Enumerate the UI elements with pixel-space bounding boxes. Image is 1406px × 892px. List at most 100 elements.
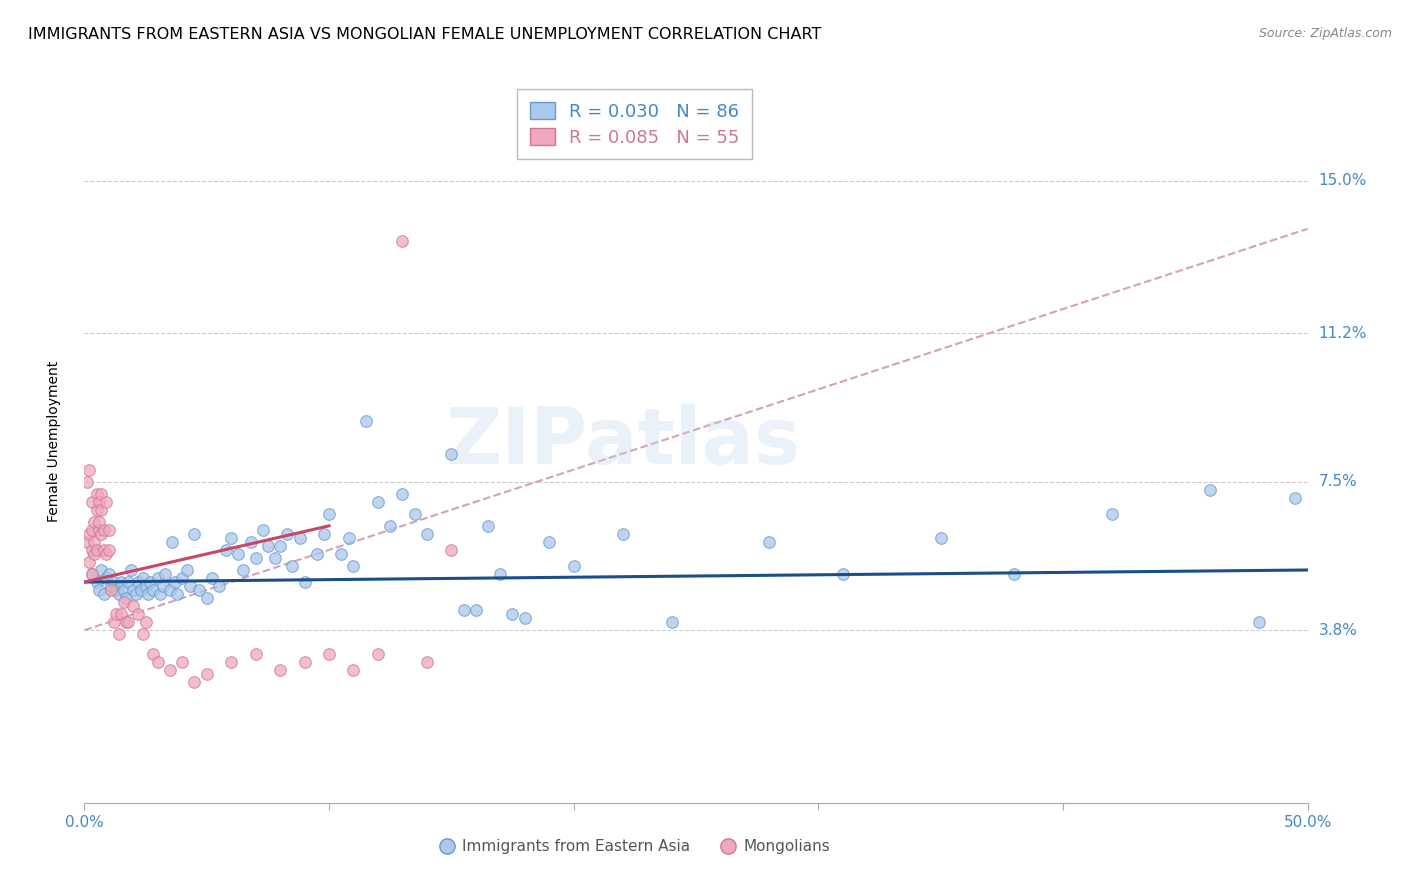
Point: [440, 446, 463, 460]
Point: [76, 534, 98, 549]
Point: [252, 523, 274, 537]
Point: [367, 648, 389, 662]
Point: [77, 462, 100, 476]
Point: [538, 534, 561, 549]
Point: [105, 583, 128, 598]
Point: [103, 615, 125, 630]
Point: [146, 571, 169, 585]
Point: [110, 607, 132, 621]
Point: [153, 567, 176, 582]
Point: [97, 523, 120, 537]
Point: [245, 551, 267, 566]
Point: [105, 607, 128, 621]
Point: [269, 539, 291, 553]
Text: 11.2%: 11.2%: [1319, 326, 1367, 341]
Point: [367, 494, 389, 508]
Point: [342, 664, 364, 678]
Y-axis label: Female Unemployment: Female Unemployment: [46, 361, 60, 522]
Point: [149, 587, 172, 601]
Point: [77, 555, 100, 569]
Point: [758, 534, 780, 549]
Point: [464, 603, 486, 617]
Point: [318, 648, 340, 662]
Point: [83, 515, 105, 529]
Point: [159, 664, 181, 678]
Point: [83, 534, 105, 549]
Point: [264, 551, 287, 566]
Point: [135, 579, 157, 593]
Point: [354, 414, 377, 428]
Point: [90, 487, 112, 501]
Point: [831, 567, 853, 582]
Point: [110, 574, 132, 589]
Point: [337, 531, 360, 545]
Point: [87, 515, 110, 529]
Point: [380, 519, 402, 533]
Point: [103, 574, 125, 589]
Point: [107, 587, 129, 601]
Point: [929, 531, 952, 545]
Point: [86, 542, 108, 557]
Point: [107, 627, 129, 641]
Point: [1198, 483, 1220, 497]
Point: [77, 526, 100, 541]
Text: 15.0%: 15.0%: [1319, 173, 1367, 188]
Point: [416, 526, 439, 541]
Point: [269, 664, 291, 678]
Text: Source: ZipAtlas.com: Source: ZipAtlas.com: [1258, 27, 1392, 40]
Point: [176, 563, 198, 577]
Point: [112, 583, 135, 598]
Point: [183, 675, 205, 690]
Point: [80, 567, 103, 582]
Point: [76, 475, 98, 489]
Point: [318, 507, 340, 521]
Point: [97, 542, 120, 557]
Point: [288, 531, 311, 545]
Point: [1002, 567, 1025, 582]
Point: [115, 591, 138, 606]
Point: [100, 579, 122, 593]
Point: [127, 574, 149, 589]
Point: [502, 607, 524, 621]
Point: [97, 567, 120, 582]
Point: [152, 579, 174, 593]
Text: IMMIGRANTS FROM EASTERN ASIA VS MONGOLIAN FEMALE UNEMPLOYMENT CORRELATION CHART: IMMIGRANTS FROM EASTERN ASIA VS MONGOLIA…: [28, 27, 821, 42]
Point: [135, 615, 157, 630]
Point: [115, 615, 138, 630]
Point: [172, 571, 194, 585]
Point: [1247, 615, 1270, 630]
Point: [136, 587, 159, 601]
Point: [87, 494, 110, 508]
Point: [100, 583, 122, 598]
Point: [93, 587, 115, 601]
Point: [125, 587, 148, 601]
Point: [232, 563, 254, 577]
Text: 7.5%: 7.5%: [1319, 475, 1357, 489]
Point: [276, 526, 298, 541]
Point: [391, 487, 413, 501]
Point: [228, 547, 250, 561]
Point: [86, 502, 108, 516]
Point: [122, 583, 145, 598]
Point: [117, 615, 139, 630]
Point: [257, 539, 280, 553]
Point: [179, 579, 201, 593]
Point: [146, 655, 169, 669]
Point: [219, 655, 242, 669]
Point: [90, 502, 112, 516]
Point: [163, 574, 186, 589]
Point: [208, 579, 231, 593]
Point: [281, 558, 304, 574]
Point: [96, 547, 118, 561]
Point: [1101, 507, 1123, 521]
Point: [142, 583, 165, 598]
Point: [117, 574, 139, 589]
Point: [513, 611, 536, 625]
Point: [122, 599, 145, 614]
Point: [142, 648, 165, 662]
Point: [87, 583, 110, 598]
Point: [87, 523, 110, 537]
Point: [314, 526, 336, 541]
Point: [96, 494, 118, 508]
Point: [294, 655, 316, 669]
